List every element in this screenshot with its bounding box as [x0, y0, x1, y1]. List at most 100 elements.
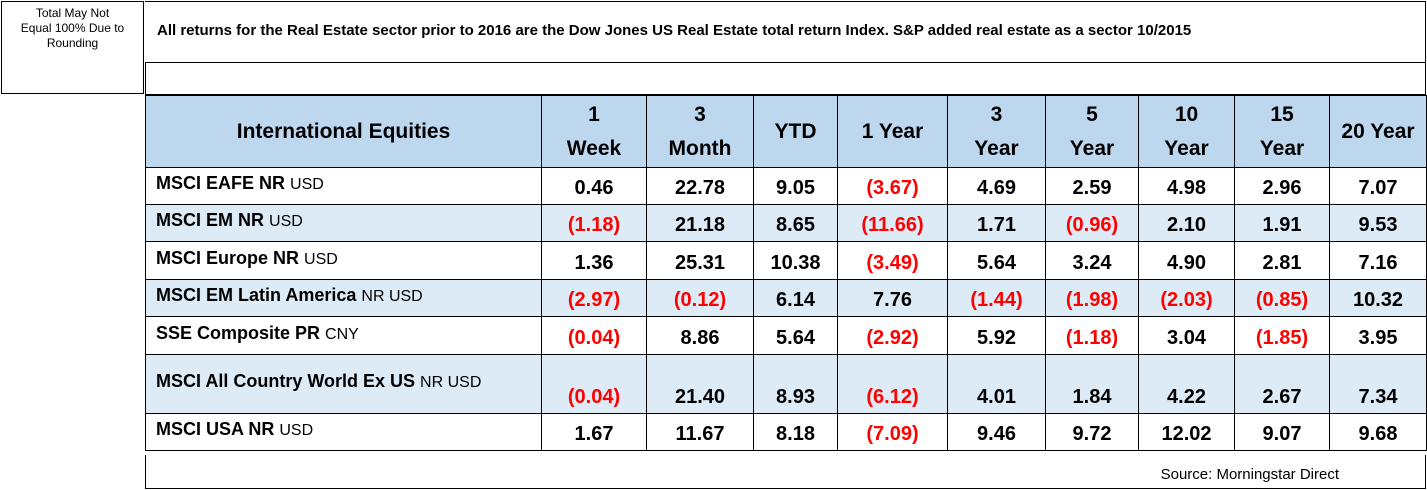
- return-value-cell: 8.65: [753, 204, 838, 242]
- index-name: MSCI EAFE NR: [156, 173, 286, 193]
- return-value-cell: 8.86: [646, 316, 754, 355]
- return-value-cell: 4.01: [947, 354, 1046, 414]
- return-value-cell: 1.36: [541, 241, 647, 280]
- return-value-cell: 10.32: [1329, 279, 1427, 317]
- international-equities-table: International Equities 1 Week 3 Month YTD …: [145, 95, 1427, 451]
- return-value-cell: (3.67): [837, 167, 948, 205]
- return-value-cell: (6.12): [837, 354, 948, 414]
- return-value-cell: (2.97): [541, 279, 647, 317]
- return-value-cell: 2.81: [1234, 241, 1330, 280]
- index-unit: USD: [279, 422, 314, 439]
- index-name-cell: MSCI EAFE NR USD: [145, 167, 542, 205]
- return-value-cell: (0.85): [1234, 279, 1330, 317]
- return-value-cell: 5.64: [753, 316, 838, 355]
- column-header: 1 Year: [837, 95, 948, 168]
- return-value-cell: 2.96: [1234, 167, 1330, 205]
- return-value-cell: (0.96): [1045, 204, 1139, 242]
- return-value-cell: 4.69: [947, 167, 1046, 205]
- return-value-cell: (2.92): [837, 316, 948, 355]
- return-value-cell: 7.76: [837, 279, 948, 317]
- column-header: 3 Year: [947, 95, 1046, 168]
- rounding-note-line: Total May Not: [35, 6, 110, 20]
- return-value-cell: 21.40: [646, 354, 754, 414]
- return-value-cell: (7.09): [837, 413, 948, 451]
- return-value-cell: 1.91: [1234, 204, 1330, 242]
- table-row: MSCI EM NR USD (1.18) 21.18 8.65 (11.66) 1.71…: [145, 204, 1427, 242]
- return-value-cell: 9.68: [1329, 413, 1427, 451]
- rounding-note: Total May Not Equal 100% Due to Rounding: [1, 1, 144, 94]
- return-value-cell: 25.31: [646, 241, 754, 280]
- return-value-cell: 0.46: [541, 167, 647, 205]
- column-header: YTD: [753, 95, 838, 168]
- index-unit: NR USD: [420, 374, 482, 391]
- return-value-cell: 4.98: [1138, 167, 1235, 205]
- index-name: MSCI USA NR: [156, 419, 275, 439]
- column-header: 15 Year: [1234, 95, 1330, 168]
- return-value-cell: 4.90: [1138, 241, 1235, 280]
- return-value-cell: (11.66): [837, 204, 948, 242]
- index-name: MSCI Europe NR: [156, 247, 300, 268]
- index-name: SSE Composite PR: [156, 322, 321, 343]
- return-value-cell: 3.24: [1045, 241, 1139, 280]
- return-value-cell: 11.67: [646, 413, 754, 451]
- return-value-cell: 2.59: [1045, 167, 1139, 205]
- column-header: 1 Week: [541, 95, 647, 168]
- return-value-cell: (1.44): [947, 279, 1046, 317]
- return-value-cell: 5.92: [947, 316, 1046, 355]
- return-value-cell: 10.38: [753, 241, 838, 280]
- return-value-cell: 9.46: [947, 413, 1046, 451]
- index-name-cell: MSCI EM Latin America NR USD: [145, 279, 542, 317]
- table-header-row: International Equities 1 Week 3 Month YTD …: [145, 95, 1427, 168]
- return-value-cell: (1.85): [1234, 316, 1330, 355]
- source-note: Source: Morningstar Direct: [145, 455, 1426, 489]
- return-value-cell: 8.93: [753, 354, 838, 414]
- index-unit: NR USD: [361, 288, 423, 305]
- return-value-cell: (1.18): [1045, 316, 1139, 355]
- return-value-cell: 4.22: [1138, 354, 1235, 414]
- return-value-cell: 1.84: [1045, 354, 1139, 414]
- return-value-cell: (1.98): [1045, 279, 1139, 317]
- return-value-cell: 9.07: [1234, 413, 1330, 451]
- rounding-note-line: Equal 100% Due to: [20, 21, 125, 35]
- return-value-cell: 5.64: [947, 241, 1046, 280]
- return-value-cell: (0.04): [541, 354, 647, 414]
- column-header: 3 Month: [646, 95, 754, 168]
- return-value-cell: (0.12): [646, 279, 754, 317]
- table-row: MSCI All Country World Ex US NR USD (0.04…: [145, 354, 1427, 414]
- blank-spacer-row: [145, 62, 1426, 95]
- return-value-cell: 7.07: [1329, 167, 1427, 205]
- return-value-cell: 1.71: [947, 204, 1046, 242]
- return-value-cell: (2.03): [1138, 279, 1235, 317]
- index-unit: CNY: [325, 325, 359, 343]
- return-value-cell: 9.72: [1045, 413, 1139, 451]
- index-name-cell: MSCI USA NR USD: [145, 413, 542, 451]
- table-row: MSCI USA NR USD 1.67 11.67 8.18 (7.09) 9.46 9.…: [145, 413, 1427, 451]
- return-value-cell: 8.18: [753, 413, 838, 451]
- return-value-cell: 7.34: [1329, 354, 1427, 414]
- index-name-cell: MSCI Europe NR USD: [145, 241, 542, 280]
- return-value-cell: 9.53: [1329, 204, 1427, 242]
- index-name-cell: SSE Composite PR CNY: [145, 316, 542, 355]
- column-header: 5 Year: [1045, 95, 1139, 168]
- column-header: 20 Year: [1329, 95, 1427, 168]
- table-row: MSCI Europe NR USD 1.36 25.31 10.38 (3.49) 5.…: [145, 241, 1427, 280]
- return-value-cell: (1.18): [541, 204, 647, 242]
- index-unit: USD: [290, 176, 324, 193]
- return-value-cell: 3.04: [1138, 316, 1235, 355]
- index-name-cell: MSCI All Country World Ex US NR USD: [145, 354, 542, 414]
- table-row: SSE Composite PR CNY (0.04) 8.86 5.64 (2.92)…: [145, 316, 1427, 355]
- real-estate-disclaimer: All returns for the Real Estate sector p…: [145, 1, 1426, 63]
- return-value-cell: 9.05: [753, 167, 838, 205]
- return-value-cell: 12.02: [1138, 413, 1235, 451]
- return-value-cell: (3.49): [837, 241, 948, 280]
- rounding-note-line: Rounding: [46, 36, 99, 50]
- return-value-cell: 1.67: [541, 413, 647, 451]
- index-name: MSCI EM Latin America: [156, 285, 357, 305]
- index-name: MSCI All Country World Ex US: [156, 371, 416, 391]
- index-name: MSCI EM NR: [156, 210, 264, 230]
- return-value-cell: 22.78: [646, 167, 754, 205]
- return-value-cell: 21.18: [646, 204, 754, 242]
- table-row: MSCI EM Latin America NR USD (2.97) (0.12)…: [145, 279, 1427, 317]
- column-header: 10 Year: [1138, 95, 1235, 168]
- return-value-cell: 2.10: [1138, 204, 1235, 242]
